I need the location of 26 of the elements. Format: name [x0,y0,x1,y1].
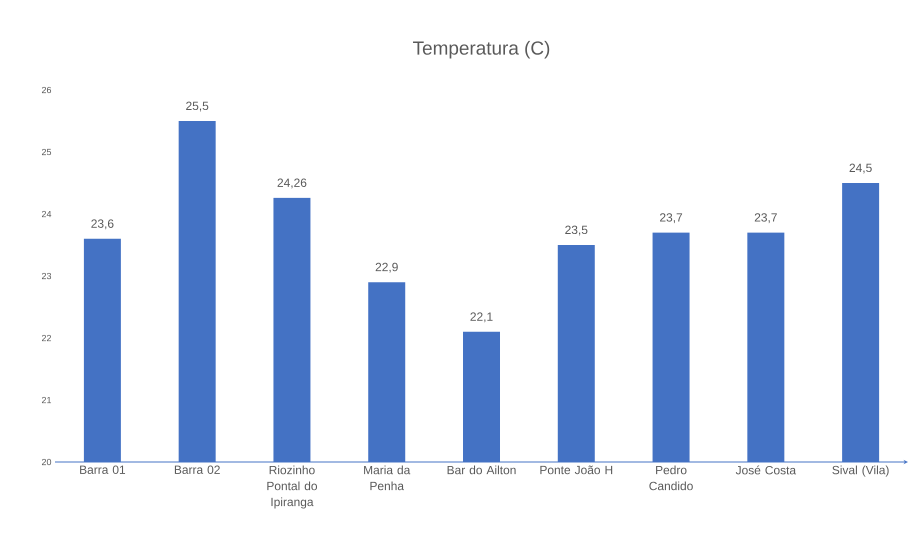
data-label: 22,1 [470,312,493,322]
data-label: 23,6 [91,219,114,230]
x-tick-label: José Costa [736,466,796,474]
data-label: 23,7 [754,213,777,224]
data-label: 25,5 [186,102,208,112]
y-tick-label: 25 [42,148,52,156]
chart-title: Temperatura (C) [413,40,550,58]
y-tick-label: 23 [42,272,52,280]
x-tick-label: Maria da Penha [364,466,410,490]
x-tick-label: Sival (Vila) [832,466,889,477]
x-tick-label: Barra 01 [80,466,126,474]
data-label: 23,5 [565,226,588,236]
y-tick-label: 21 [42,396,52,404]
data-label: 22,9 [376,262,398,273]
data-label: 24,5 [850,164,872,174]
x-tick-label: Riozinho Pontal do Ipiranga [267,466,318,509]
data-label: 24,26 [278,178,306,188]
y-tick-label: 22 [42,334,52,342]
y-tick-label: 26 [42,86,52,94]
y-tick-label: 24 [42,210,52,218]
x-tick-label: Barra 02 [174,466,220,474]
x-tick-label: Ponte João H [540,466,612,474]
y-tick-label: 20 [42,458,52,466]
x-tick-label: Pedro Candido [649,466,693,490]
data-label: 23,7 [660,213,682,224]
x-tick-label: Bar do Ailton [448,466,516,474]
